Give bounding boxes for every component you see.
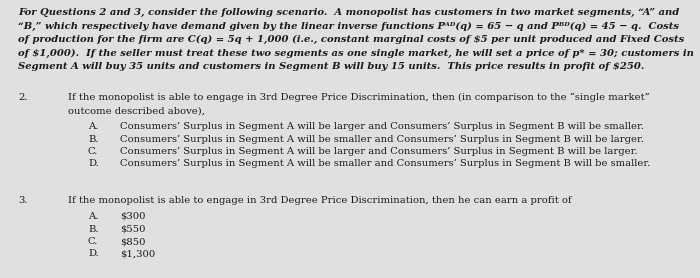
Text: of $1,000).  If the seller must treat these two segments as one single market, h: of $1,000). If the seller must treat the… [18,48,694,58]
Text: If the monopolist is able to engage in 3rd Degree Price Discrimination, then (in: If the monopolist is able to engage in 3… [68,93,650,102]
Text: outcome described above),: outcome described above), [68,106,205,115]
Text: 2.: 2. [18,93,27,102]
Text: Consumers’ Surplus in Segment A will be smaller and Consumers’ Surplus in Segmen: Consumers’ Surplus in Segment A will be … [120,160,650,168]
Text: D.: D. [88,249,99,259]
Text: A.: A. [88,212,99,221]
Text: If the monopolist is able to engage in 3rd Degree Price Discrimination, then he : If the monopolist is able to engage in 3… [68,196,572,205]
Text: C.: C. [88,147,99,156]
Text: of production for the firm are C(q) = 5q + 1,000 (i.e., constant marginal costs : of production for the firm are C(q) = 5q… [18,35,685,44]
Text: Segment A will buy 35 units and customers in Segment B will buy 15 units.  This : Segment A will buy 35 units and customer… [18,62,645,71]
Text: Consumers’ Surplus in Segment A will be smaller and Consumers’ Surplus in Segmen: Consumers’ Surplus in Segment A will be … [120,135,644,143]
Text: For Questions 2 and 3, consider the following scenario.  A monopolist has custom: For Questions 2 and 3, consider the foll… [18,8,679,17]
Text: Consumers’ Surplus in Segment A will be larger and Consumers’ Surplus in Segment: Consumers’ Surplus in Segment A will be … [120,122,644,131]
Text: Consumers’ Surplus in Segment A will be larger and Consumers’ Surplus in Segment: Consumers’ Surplus in Segment A will be … [120,147,638,156]
Text: $300: $300 [120,212,146,221]
Text: C.: C. [88,237,99,246]
Text: 3.: 3. [18,196,27,205]
Text: $550: $550 [120,225,146,234]
Text: A.: A. [88,122,99,131]
Text: $1,300: $1,300 [120,249,155,259]
Text: $850: $850 [120,237,146,246]
Text: D.: D. [88,160,99,168]
Text: B.: B. [88,225,99,234]
Text: B.: B. [88,135,99,143]
Text: “B,” which respectively have demand given by the linear inverse functions Pᴬᴰ(q): “B,” which respectively have demand give… [18,21,679,31]
